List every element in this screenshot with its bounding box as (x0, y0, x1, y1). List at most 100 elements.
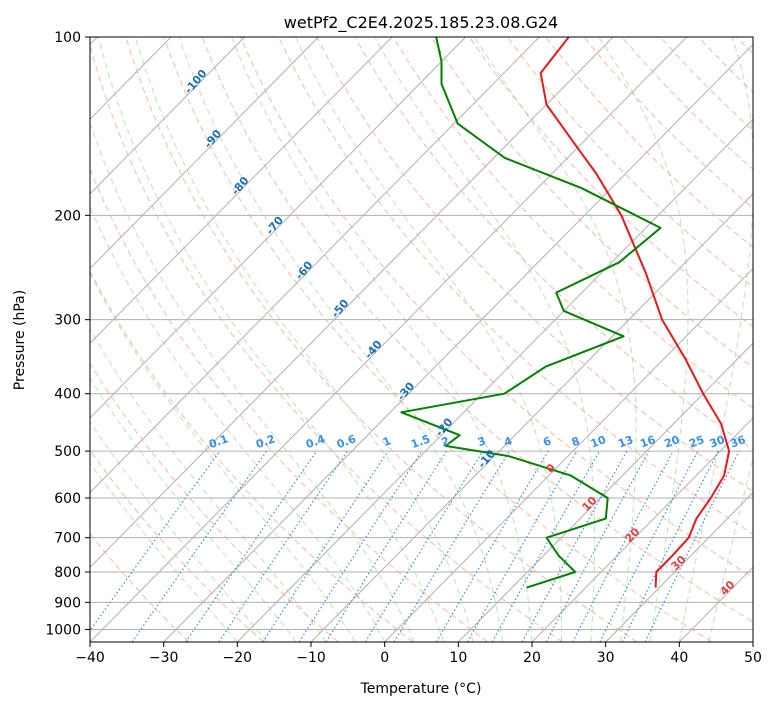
mixing-ratio-label: 13 (616, 433, 635, 450)
moist-adiabat (135, 37, 474, 642)
mixing-ratio-line (621, 450, 719, 642)
isotherm-gridline (384, 267, 753, 642)
moist-adiabat (90, 205, 386, 642)
isotherm-gridline (163, 43, 753, 642)
moist-adiabat (90, 421, 268, 642)
moist-adiabat (231, 37, 533, 642)
moist-adiabat (90, 377, 297, 642)
dry-adiabat (468, 37, 753, 328)
dry-adiabat (90, 449, 264, 642)
mixing-ratio-line (218, 450, 348, 642)
isotherm-gridline (90, 37, 540, 494)
x-tick-label: 30 (597, 650, 615, 666)
y-tick-label: 200 (54, 208, 81, 224)
axis-ticks: −40 −30 −20 −10 0 10 20 30 40 5010020030040050060… (45, 30, 762, 666)
dry-adiabat (506, 37, 753, 288)
moist-adiabat (98, 37, 445, 642)
x-tick-label: 50 (744, 650, 762, 666)
mixing-ratio-label: 1.5 (409, 432, 432, 451)
x-axis-title: Temperature (°C) (360, 681, 482, 697)
mixing-ratio-line (298, 450, 423, 642)
dry-adiabat (201, 37, 753, 623)
mixing-ratio-label: 2 (440, 434, 452, 449)
moist-adiabat (374, 37, 596, 642)
mixing-ratio-line (545, 450, 650, 642)
moist-adiabat (598, 37, 689, 642)
isotherm-gridline (90, 37, 688, 642)
x-tick-label: −40 (75, 650, 105, 666)
isotherm-gridline (90, 37, 393, 344)
y-tick-label: 600 (54, 491, 81, 507)
mixing-ratio-label: 36 (729, 433, 748, 451)
mixing-ratio-label: 4 (502, 434, 514, 449)
x-tick-label: 40 (670, 650, 688, 666)
x-tick-label: −20 (223, 650, 253, 666)
moist-adiabat (90, 462, 238, 642)
dry-adiabat (90, 167, 488, 642)
x-tick-label: −10 (296, 650, 326, 666)
x-tick-label: 10 (449, 650, 467, 666)
grid-lines (90, 37, 753, 642)
y-tick-label: 300 (54, 313, 81, 329)
x-tick-label: 0 (380, 650, 389, 666)
reference-lines (90, 37, 753, 642)
dry-adiabat (90, 362, 339, 642)
mixing-ratio-label: 25 (687, 433, 706, 450)
mixing-ratio-label: 0.2 (254, 432, 277, 451)
dry-adiabat (239, 37, 753, 579)
mixing-ratio-line (262, 450, 389, 642)
moist-adiabat (90, 272, 356, 642)
dry-adiabat (90, 43, 563, 642)
y-tick-label: 400 (54, 387, 81, 403)
dry-adiabat (90, 270, 414, 642)
dry-adiabat (354, 37, 753, 451)
dry-adiabat (163, 37, 712, 642)
mixing-ratio-label: 20 (663, 433, 682, 451)
mixing-ratio-label: 8 (570, 434, 582, 449)
mixing-ratio-label: 30 (708, 433, 727, 451)
dry-adiabat (392, 37, 753, 409)
temperature-profile (539, 37, 731, 588)
isotherm-gridline (90, 37, 319, 270)
isotherm-gridline (457, 342, 753, 642)
mixing-ratio-label: 0.6 (335, 432, 358, 451)
isotherm-gridline (531, 417, 753, 642)
y-tick-label: 800 (54, 565, 81, 581)
mixing-ratio-label: 0.4 (304, 432, 327, 451)
mixing-ratio-label: 3 (476, 434, 488, 449)
isotherm-gridline (90, 37, 614, 569)
dewpoint-profile (400, 37, 662, 589)
x-tick-label: −30 (149, 650, 179, 666)
mixing-ratio-line (90, 450, 221, 632)
dry-adiabat (125, 37, 638, 642)
moist-adiabat (295, 37, 562, 642)
y-tick-label: 1000 (45, 622, 81, 638)
dry-adiabat (316, 37, 753, 493)
mixing-ratio-label: 1 (381, 434, 393, 449)
moist-adiabat (90, 327, 327, 642)
mixing-ratio-label: 6 (541, 434, 553, 449)
isotherm-gridline (90, 37, 246, 195)
profile-lines (400, 37, 731, 589)
isotherm-gridline (90, 37, 467, 419)
moist-adiabat (90, 121, 415, 642)
reference-line-labels: 0.1 0.2 0.4 0.6 1 1.5 2 3 4 6 8 10 13 16 20 25 30 36-100-… (182, 67, 748, 598)
y-tick-label: 900 (54, 595, 81, 611)
chart-title: wetPf2_C2E4.2025.185.23.08.G24 (284, 13, 558, 33)
mixing-ratio-label: 16 (638, 433, 657, 451)
moist-adiabat (708, 456, 753, 642)
moist-adiabat (178, 37, 503, 642)
dry-adiabat (430, 37, 753, 368)
mixing-ratio-line (325, 450, 448, 642)
mixing-ratio-line (131, 450, 268, 642)
x-tick-label: 20 (523, 650, 541, 666)
mixing-ratio-line (491, 450, 601, 642)
mixing-ratio-label: 10 (589, 433, 608, 451)
mixing-ratio-line (644, 450, 740, 642)
y-tick-label: 500 (54, 444, 81, 460)
isotherm-gridline (236, 118, 753, 642)
mixing-ratio-label: 0.1 (207, 432, 230, 451)
plot-frame (89, 36, 754, 643)
